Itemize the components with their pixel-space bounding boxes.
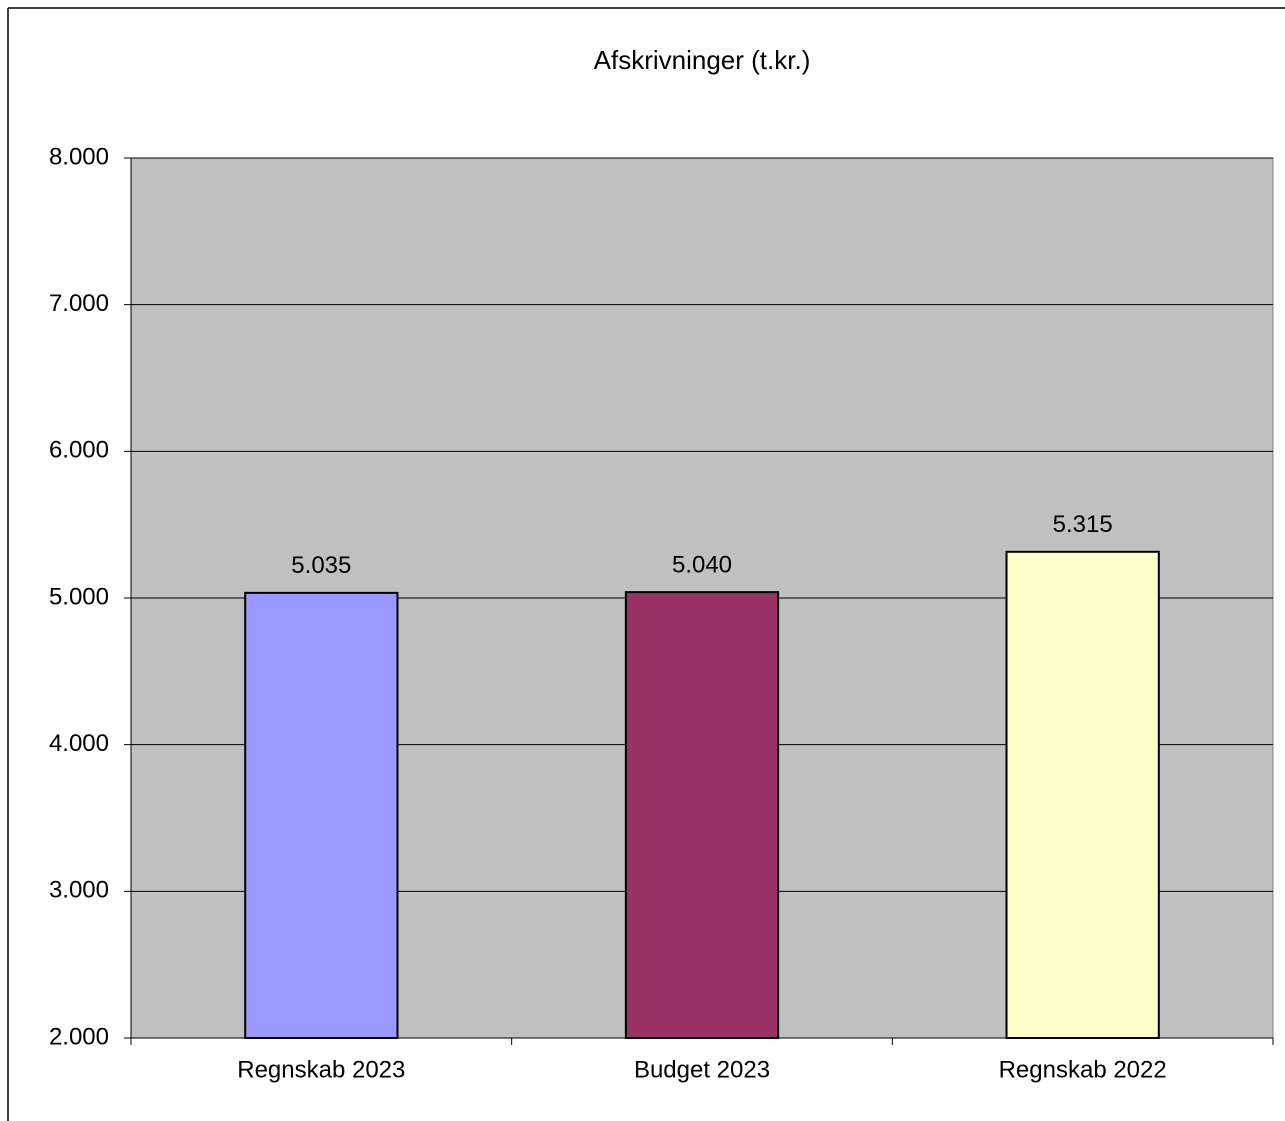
y-tick-label: 6.000: [49, 437, 109, 464]
value-label: 5.315: [1053, 511, 1113, 538]
y-tick-label: 8.000: [49, 143, 109, 170]
chart-title: Afskrivninger (t.kr.): [594, 45, 811, 75]
y-tick-label: 7.000: [49, 290, 109, 317]
y-tick-label: 2.000: [49, 1023, 109, 1050]
bar: [244, 591, 399, 1039]
bar: [1005, 550, 1160, 1039]
y-tick-label: 5.000: [49, 583, 109, 610]
y-tick-label: 4.000: [49, 730, 109, 757]
y-tick-label: 3.000: [49, 877, 109, 904]
value-label: 5.040: [672, 551, 732, 578]
value-label: 5.035: [291, 552, 351, 579]
x-tick-label: Regnskab 2023: [237, 1056, 405, 1083]
bar: [624, 591, 780, 1040]
x-tick-label: Regnskab 2022: [999, 1056, 1167, 1083]
x-tick-label: Budget 2023: [634, 1056, 770, 1083]
